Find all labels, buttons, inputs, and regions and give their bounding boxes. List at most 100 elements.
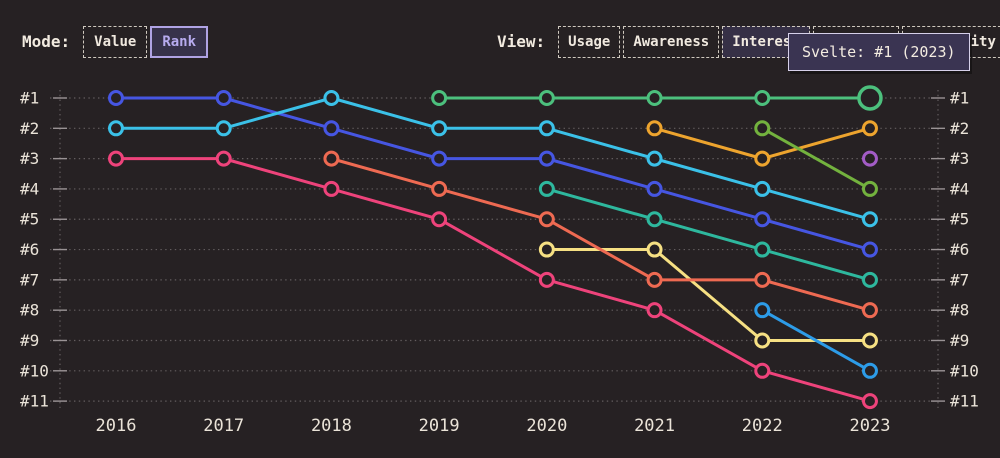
series-orange[interactable] bbox=[646, 120, 878, 167]
data-point-cyan-2023[interactable] bbox=[861, 211, 878, 228]
x-tick-2018: 2018 bbox=[311, 416, 352, 436]
y-tick-right-2: #2 bbox=[950, 119, 969, 138]
view-toggle-group: View: Usage Awareness Interest Positivit… bbox=[497, 26, 1000, 58]
data-point-green-2021[interactable] bbox=[646, 90, 663, 106]
data-point-indigo-2018[interactable] bbox=[323, 120, 340, 137]
data-point-pink-2023[interactable] bbox=[861, 393, 878, 410]
mode-option-value[interactable]: Value bbox=[83, 26, 148, 58]
data-point-pink-2022[interactable] bbox=[754, 362, 771, 379]
data-point-azure-2022[interactable] bbox=[754, 302, 771, 319]
data-point-green-2022[interactable] bbox=[754, 90, 771, 106]
data-point-yellow-2023[interactable] bbox=[861, 332, 878, 349]
y-tick-left-6: #6 bbox=[20, 240, 39, 259]
y-tick-left-3: #3 bbox=[20, 149, 39, 168]
y-tick-right-3: #3 bbox=[950, 149, 969, 168]
series-azure[interactable] bbox=[754, 302, 878, 379]
data-point-olive-2023[interactable] bbox=[861, 180, 878, 197]
data-point-cyan-2018[interactable] bbox=[323, 90, 340, 106]
view-label: View: bbox=[497, 32, 546, 51]
data-point-orange-2023[interactable] bbox=[861, 120, 878, 137]
y-tick-left-1: #1 bbox=[20, 89, 39, 108]
mode-option-rank[interactable]: Rank bbox=[150, 26, 209, 58]
data-point-cyan-2019[interactable] bbox=[431, 120, 448, 137]
x-tick-2019: 2019 bbox=[419, 416, 460, 436]
grid: #1 #1 #2 #2 #3 #3 #4 #4 #5 #5 #6 #6 #7 #7 #8 #8 #9 #9 #10 #… bbox=[20, 89, 979, 437]
data-point-teal-2020[interactable] bbox=[538, 180, 555, 197]
data-point-cyan-2016[interactable] bbox=[108, 120, 124, 137]
data-point-pink-2019[interactable] bbox=[431, 211, 448, 228]
data-point-coral-2021[interactable] bbox=[646, 271, 663, 288]
y-tick-left-8: #8 bbox=[20, 301, 39, 320]
y-tick-left-7: #7 bbox=[20, 270, 39, 289]
data-point-olive-2022[interactable] bbox=[754, 120, 771, 137]
data-point-indigo-2019[interactable] bbox=[431, 150, 448, 167]
series-green[interactable] bbox=[431, 85, 883, 111]
view-option-usage[interactable]: Usage bbox=[558, 26, 621, 58]
x-tick-2020: 2020 bbox=[526, 416, 567, 436]
series-yellow[interactable] bbox=[538, 241, 878, 349]
data-point-indigo-2023[interactable] bbox=[861, 241, 878, 258]
series-coral[interactable] bbox=[323, 150, 878, 319]
tooltip: Svelte: #1 (2023) bbox=[788, 33, 970, 71]
series-pink[interactable] bbox=[108, 150, 878, 410]
data-point-yellow-2020[interactable] bbox=[538, 241, 555, 258]
y-tick-left-5: #5 bbox=[20, 210, 39, 229]
data-point-coral-2023[interactable] bbox=[861, 302, 878, 319]
x-tick-2017: 2017 bbox=[203, 416, 244, 436]
y-tick-right-4: #4 bbox=[950, 179, 969, 198]
data-point-coral-2022[interactable] bbox=[754, 271, 771, 288]
series-olive[interactable] bbox=[754, 120, 878, 197]
y-tick-right-5: #5 bbox=[950, 210, 969, 229]
data-point-coral-2020[interactable] bbox=[538, 211, 555, 228]
y-tick-left-2: #2 bbox=[20, 119, 39, 138]
data-point-orange-2021[interactable] bbox=[646, 120, 663, 137]
data-point-green-2020[interactable] bbox=[538, 90, 555, 106]
data-point-pink-2018[interactable] bbox=[323, 180, 340, 197]
data-point-yellow-2021[interactable] bbox=[646, 241, 663, 258]
y-tick-left-11: #11 bbox=[20, 392, 49, 411]
data-point-indigo-2020[interactable] bbox=[538, 150, 555, 167]
data-point-indigo-2022[interactable] bbox=[754, 211, 771, 228]
series-cyan[interactable] bbox=[108, 90, 878, 228]
data-point-pink-2017[interactable] bbox=[215, 150, 232, 167]
series-indigo[interactable] bbox=[108, 90, 878, 258]
y-tick-left-9: #9 bbox=[20, 331, 39, 350]
x-tick-2022: 2022 bbox=[742, 416, 783, 436]
y-tick-right-6: #6 bbox=[950, 240, 969, 259]
data-point-indigo-2016[interactable] bbox=[108, 90, 124, 106]
data-point-cyan-2017[interactable] bbox=[215, 120, 232, 137]
y-tick-right-11: #11 bbox=[950, 392, 979, 411]
data-point-indigo-2021[interactable] bbox=[646, 180, 663, 197]
data-point-green-2023[interactable] bbox=[857, 85, 883, 111]
data-point-yellow-2022[interactable] bbox=[754, 332, 771, 349]
series-teal[interactable] bbox=[538, 180, 878, 288]
series-purple[interactable] bbox=[861, 150, 878, 167]
data-point-cyan-2021[interactable] bbox=[646, 150, 663, 167]
x-tick-2021: 2021 bbox=[634, 416, 675, 436]
data-point-teal-2022[interactable] bbox=[754, 241, 771, 258]
data-point-cyan-2020[interactable] bbox=[538, 120, 555, 137]
data-point-cyan-2022[interactable] bbox=[754, 180, 771, 197]
data-point-purple-2023[interactable] bbox=[861, 150, 878, 167]
data-point-coral-2019[interactable] bbox=[431, 180, 448, 197]
mode-toggle-group: Mode: Value Rank bbox=[22, 26, 209, 58]
y-tick-right-8: #8 bbox=[950, 301, 969, 320]
data-point-coral-2018[interactable] bbox=[323, 150, 340, 167]
data-point-teal-2021[interactable] bbox=[646, 211, 663, 228]
data-point-indigo-2017[interactable] bbox=[215, 90, 232, 106]
data-point-teal-2023[interactable] bbox=[861, 271, 878, 288]
y-tick-right-1: #1 bbox=[950, 89, 969, 108]
data-point-pink-2016[interactable] bbox=[108, 150, 124, 167]
data-point-pink-2020[interactable] bbox=[538, 271, 555, 288]
data-point-azure-2023[interactable] bbox=[861, 362, 878, 379]
y-tick-left-10: #10 bbox=[20, 361, 49, 380]
data-point-pink-2021[interactable] bbox=[646, 302, 663, 319]
data-point-orange-2022[interactable] bbox=[754, 150, 771, 167]
y-tick-right-7: #7 bbox=[950, 270, 969, 289]
view-option-awareness[interactable]: Awareness bbox=[623, 26, 720, 58]
data-point-green-2019[interactable] bbox=[431, 90, 448, 106]
y-tick-left-4: #4 bbox=[20, 179, 39, 198]
x-tick-2016: 2016 bbox=[96, 416, 137, 436]
